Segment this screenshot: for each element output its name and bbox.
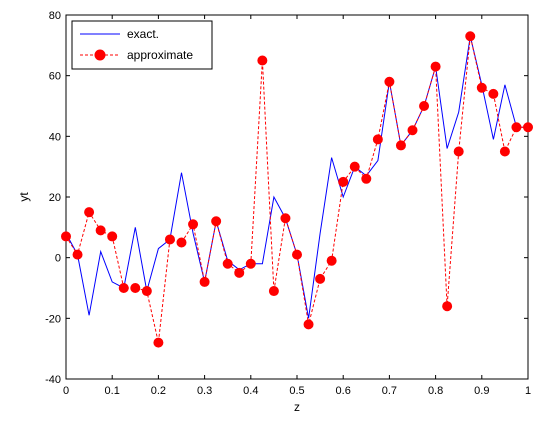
legend-marker-approximate	[94, 49, 106, 61]
legend-label-approximate: approximate	[127, 48, 193, 62]
data-point-approximate	[303, 319, 314, 330]
data-point-approximate	[384, 76, 395, 87]
data-point-approximate	[280, 213, 291, 224]
data-point-approximate	[130, 283, 141, 293]
data-point-approximate	[523, 122, 533, 133]
data-point-approximate	[211, 216, 222, 227]
data-point-approximate	[257, 55, 268, 66]
data-point-approximate	[268, 286, 279, 297]
x-tick-label: 0.4	[243, 385, 258, 397]
data-point-approximate	[465, 31, 476, 42]
x-tick-label: 0.3	[197, 385, 212, 397]
data-point-approximate	[84, 207, 95, 218]
data-point-approximate	[141, 286, 152, 297]
data-point-approximate	[326, 255, 337, 266]
data-point-approximate	[153, 337, 164, 348]
x-axis-label: z	[294, 400, 300, 414]
data-point-approximate	[72, 249, 83, 260]
plot-area	[65, 14, 529, 380]
legend-box	[71, 20, 213, 70]
data-point-approximate	[188, 219, 199, 230]
data-point-approximate	[176, 237, 187, 248]
marks-layer	[61, 31, 533, 348]
data-point-approximate	[442, 301, 453, 312]
data-point-approximate	[199, 276, 210, 287]
y-tick-label: -20	[45, 313, 61, 325]
x-tick-label: 0.6	[336, 385, 351, 397]
data-point-approximate	[118, 283, 129, 293]
data-point-approximate	[164, 234, 175, 245]
data-point-approximate	[61, 231, 71, 242]
x-tick-label: 0.9	[474, 385, 489, 397]
data-point-approximate	[430, 61, 441, 72]
data-point-approximate	[476, 82, 487, 93]
data-point-approximate	[292, 249, 302, 260]
data-point-approximate	[349, 161, 360, 172]
y-tick-label: 20	[49, 192, 61, 204]
data-point-approximate	[372, 134, 383, 145]
data-point-approximate	[338, 176, 349, 187]
data-point-approximate	[222, 258, 233, 269]
x-tick-label: 0.2	[151, 385, 166, 397]
data-point-approximate	[245, 258, 256, 269]
data-point-approximate	[315, 273, 326, 284]
data-point-approximate	[488, 88, 499, 99]
data-point-approximate	[453, 146, 464, 157]
data-point-approximate	[107, 231, 118, 242]
x-tick-label: 0.1	[105, 385, 120, 397]
data-point-approximate	[419, 101, 430, 111]
legend-label-exact: exact.	[127, 27, 159, 41]
data-point-approximate	[511, 122, 522, 133]
x-tick-label: 0.8	[428, 385, 443, 397]
y-tick-label: -40	[45, 374, 61, 386]
y-tick-label: 40	[49, 131, 61, 143]
legend: exact. approximate	[71, 20, 213, 70]
x-tick-label: 1	[525, 385, 531, 397]
y-tick-label: 60	[49, 71, 61, 83]
data-point-approximate	[407, 125, 418, 136]
x-tick-label: 0	[63, 385, 69, 397]
x-tick-label: 0.5	[289, 385, 304, 397]
y-tick-label: 0	[55, 253, 61, 265]
data-point-approximate	[95, 225, 106, 236]
ticks-layer: 0 0.1 0.2 0.3 0.4 0.5 0.6 0.7 0.8 0.9 1 -40 -20 0 20 40…	[45, 10, 531, 397]
data-point-approximate	[499, 146, 510, 157]
y-axis-label: yt	[17, 192, 31, 202]
x-tick-label: 0.7	[382, 385, 397, 397]
data-point-approximate	[361, 173, 372, 184]
data-point-approximate	[395, 140, 406, 151]
y-tick-label: 80	[49, 10, 61, 22]
data-point-approximate	[234, 267, 245, 278]
